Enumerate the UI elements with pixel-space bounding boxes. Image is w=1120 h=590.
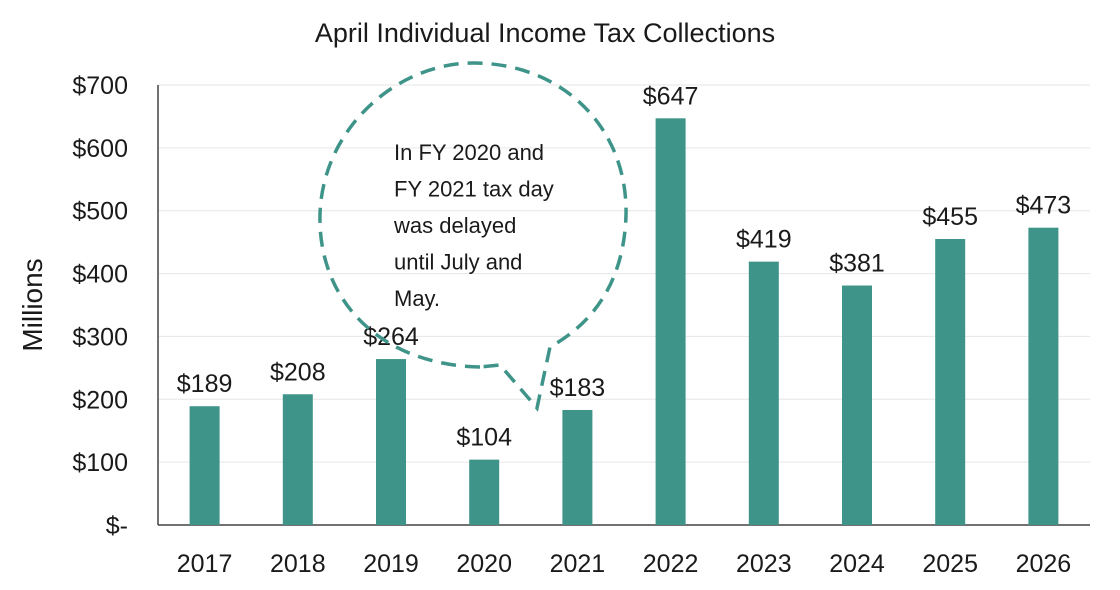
chart-title: April Individual Income Tax Collections: [315, 18, 775, 48]
data-label-2020: $104: [456, 424, 512, 452]
data-label-2022: $647: [643, 82, 699, 110]
data-label-2021: $183: [550, 374, 606, 402]
x-tick-label-2022: 2022: [643, 550, 699, 578]
callout: In FY 2020 and FY 2021 tax day was delayed…: [318, 61, 628, 412]
bar-2017: [189, 406, 220, 525]
bar-2024: [842, 285, 872, 525]
axes: [157, 85, 1090, 526]
x-tick-label-2021: 2021: [550, 550, 606, 578]
y-tick-label: $500: [72, 198, 128, 226]
bar-2026: [1028, 227, 1059, 525]
y-tick-label: $300: [72, 323, 128, 351]
bar-2020: [469, 459, 500, 525]
bar-2022: [655, 118, 686, 526]
x-tick-label-2023: 2023: [736, 550, 792, 578]
data-label-2026: $473: [1016, 192, 1072, 220]
y-axis-label: Millions: [17, 258, 48, 351]
x-tick-label-2018: 2018: [270, 550, 326, 578]
callout-line: until July and: [394, 250, 522, 275]
callout-text: In FY 2020 and FY 2021 tax day was delayed…: [393, 140, 554, 311]
tick-labels: $- $100 $200 $300 $400 $500 $600 $700 2017 2018 20…: [72, 72, 1071, 578]
y-tick-label: $-: [106, 512, 128, 540]
x-tick-label-2020: 2020: [456, 550, 512, 578]
callout-line: FY 2021 tax day: [394, 177, 554, 202]
y-tick-label: $400: [72, 261, 128, 289]
x-tick-label-2017: 2017: [177, 550, 233, 578]
y-tick-label: $100: [72, 449, 128, 477]
data-label-2023: $419: [736, 226, 792, 254]
callout-line: May.: [394, 286, 440, 311]
bar-2018: [282, 394, 313, 525]
x-tick-label-2026: 2026: [1016, 550, 1072, 578]
data-label-2017: $189: [177, 370, 233, 398]
callout-line: In FY 2020 and: [394, 140, 544, 165]
x-tick-label-2019: 2019: [363, 550, 419, 578]
data-labels: $189 $208 $264 $104 $183 $647 $419 $381 $455 $473: [177, 82, 1071, 451]
bar-2019: [376, 359, 406, 525]
data-label-2024: $381: [829, 250, 885, 278]
y-tick-label: $200: [72, 386, 128, 414]
y-tick-label: $600: [72, 135, 128, 163]
bar-2023: [748, 261, 779, 525]
bars: [189, 118, 1059, 526]
bar-2025: [935, 239, 966, 525]
gridlines: [158, 84, 1090, 463]
data-label-2025: $455: [922, 203, 978, 231]
data-label-2019: $264: [363, 323, 419, 351]
x-tick-label-2024: 2024: [829, 550, 885, 578]
bar-2021: [562, 409, 593, 525]
x-tick-label-2025: 2025: [922, 550, 978, 578]
data-label-2018: $208: [270, 358, 326, 386]
callout-line: was delayed: [393, 213, 516, 238]
callout-bubble: [318, 61, 628, 412]
y-tick-label: $700: [72, 72, 128, 100]
